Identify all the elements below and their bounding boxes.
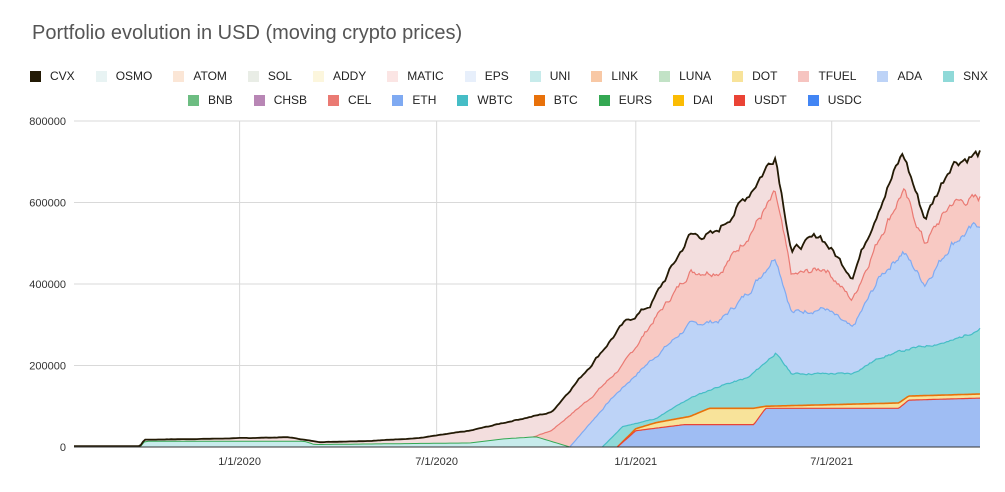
legend-item-usdt: USDT (734, 93, 787, 107)
legend-swatch (673, 94, 685, 106)
line-series-eth (569, 221, 981, 448)
legend-label: MATIC (407, 69, 444, 83)
legend-label: OSMO (115, 69, 153, 83)
legend-label: BNB (208, 93, 233, 107)
legend-item-osmo: OSMO (95, 69, 153, 83)
legend-swatch (253, 94, 265, 106)
legend-label: CHSB (273, 93, 308, 107)
legend-label: CVX (50, 69, 75, 83)
legend-swatch (529, 70, 541, 82)
legend-item-matic: MATIC (387, 69, 444, 83)
line-series-wbtc (601, 327, 981, 448)
legend-swatch (533, 94, 545, 106)
legend-label: USDT (754, 93, 787, 107)
legend-swatch (732, 70, 744, 82)
y-tick-label: 600000 (29, 198, 66, 210)
legend-item-dai: DAI (673, 93, 713, 107)
legend-item-eurs: EURS (598, 93, 653, 107)
x-tick-label: 1/1/2021 (614, 456, 657, 468)
legend-label: CEL (348, 93, 372, 107)
legend-item-bnb: BNB (188, 93, 233, 107)
legend-item-tfuel: TFUEL (798, 69, 856, 83)
legend-swatch (247, 70, 259, 82)
legend-label: EPS (484, 69, 509, 83)
x-tick-label: 1/1/2020 (218, 456, 261, 468)
legend-swatch (173, 70, 185, 82)
line-series-eurs (74, 436, 570, 448)
legend-swatch (30, 70, 41, 82)
legend-swatch (798, 70, 810, 82)
y-tick-label: 0 (60, 442, 66, 454)
legend: CVX OSMO ATOM SOL ADDY MATIC EPS UNI LINK LUNA DOT… (30, 64, 990, 112)
legend-label: BTC (553, 93, 578, 107)
legend-item-eth: ETH (392, 93, 436, 107)
legend-swatch (591, 70, 603, 82)
legend-swatch (807, 94, 819, 106)
legend-item-cvx: CVX (30, 69, 75, 83)
legend-swatch (188, 94, 199, 106)
legend-label: ETH (412, 93, 437, 107)
legend-label: DOT (752, 69, 778, 83)
legend-swatch (659, 70, 671, 82)
legend-swatch (328, 94, 340, 106)
legend-swatch (734, 94, 746, 106)
legend-row-2: BNB CHSB CEL ETH WBTC BTC EURS DAI USDT USDC (30, 88, 990, 112)
legend-label: EURS (618, 93, 653, 107)
legend-swatch (387, 70, 399, 82)
area-series-usdc (617, 398, 980, 447)
legend-item-wbtc: WBTC (457, 93, 513, 107)
legend-swatch (598, 94, 610, 106)
legend-swatch (464, 70, 476, 82)
legend-label: UNI (549, 69, 571, 83)
x-tick-label: 7/1/2021 (810, 456, 853, 468)
chart-title: Portfolio evolution in USD (moving crypt… (32, 22, 463, 44)
legend-label: TFUEL (818, 69, 857, 83)
legend-item-sol: SOL (247, 69, 292, 83)
legend-item-cel: CEL (328, 93, 371, 107)
legend-item-snx: SNX (943, 69, 988, 83)
legend-swatch (392, 94, 404, 106)
area-series-uni (74, 437, 570, 447)
legend-label: LUNA (679, 69, 712, 83)
legend-label: WBTC (477, 93, 513, 107)
legend-label: SNX (963, 69, 988, 83)
legend-swatch (943, 70, 955, 82)
legend-label: ADA (897, 69, 923, 83)
legend-swatch (877, 70, 889, 82)
line-series-cvx (74, 149, 981, 448)
legend-item-dot: DOT (732, 69, 777, 83)
line-series-usdt (617, 397, 981, 448)
legend-item-atom: ATOM (173, 69, 227, 83)
legend-item-uni: UNI (529, 69, 571, 83)
legend-item-eps: EPS (464, 69, 509, 83)
legend-item-chsb: CHSB (253, 93, 308, 107)
legend-item-addy: ADDY (312, 69, 367, 83)
legend-item-usdc: USDC (807, 93, 862, 107)
x-tick-label: 7/1/2020 (415, 456, 458, 468)
legend-item-luna: LUNA (659, 69, 711, 83)
legend-label: SOL (267, 69, 292, 83)
legend-label: LINK (611, 69, 639, 83)
y-tick-label: 400000 (29, 279, 66, 291)
line-series-cel (503, 187, 981, 448)
legend-swatch (312, 70, 324, 82)
legend-row-1: CVX OSMO ATOM SOL ADDY MATIC EPS UNI LINK LUNA DOT… (30, 64, 990, 88)
legend-swatch (457, 94, 469, 106)
y-tick-label: 800000 (29, 116, 66, 128)
line-series-btc (616, 393, 981, 448)
legend-label: USDC (827, 93, 862, 107)
legend-item-btc: BTC (533, 93, 578, 107)
legend-item-ada: ADA (877, 69, 922, 83)
legend-item-link: LINK (591, 69, 638, 83)
legend-label: ADDY (332, 69, 367, 83)
legend-swatch (95, 70, 107, 82)
y-tick-label: 200000 (29, 361, 66, 373)
legend-label: ATOM (193, 69, 227, 83)
legend-label: DAI (693, 93, 714, 107)
